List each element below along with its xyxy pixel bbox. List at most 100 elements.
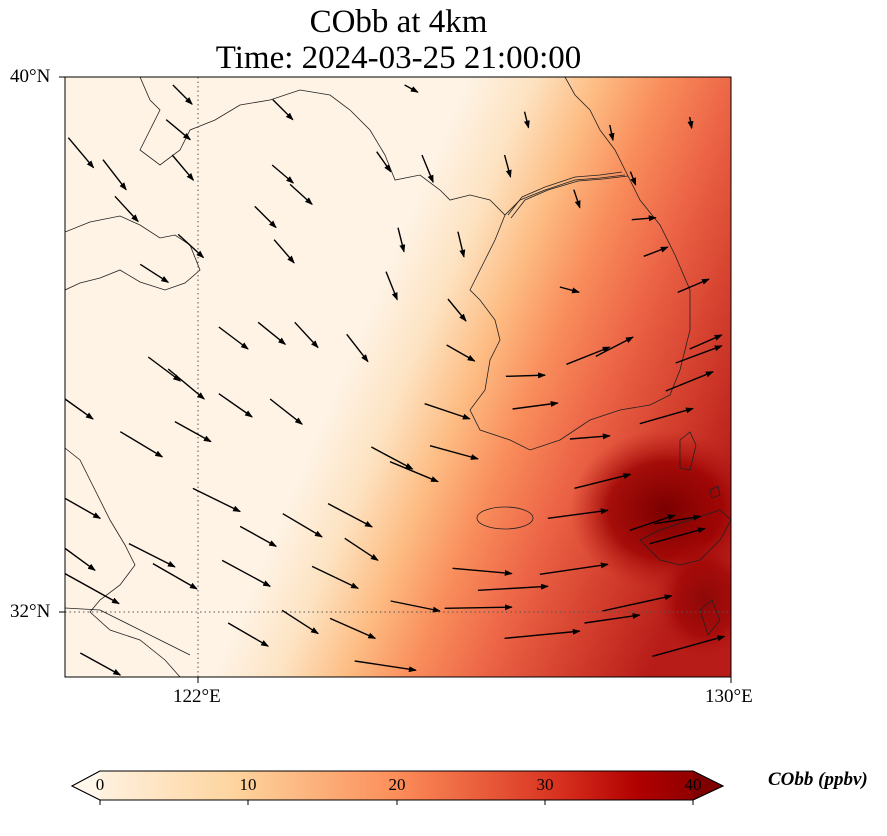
colorbar-extend-low <box>72 771 100 800</box>
wind-arrow <box>119 431 164 458</box>
wind-arrow <box>687 116 694 130</box>
wind-arrow <box>389 461 439 483</box>
wind-arrow <box>272 99 294 121</box>
wind-arrow <box>221 559 272 587</box>
wind-arrow <box>569 433 611 440</box>
wind-arrow <box>254 205 277 229</box>
wind-arrow <box>505 372 547 379</box>
wind-arrow <box>602 594 673 612</box>
wind-arrow <box>172 84 193 105</box>
wind-arrow <box>273 239 295 264</box>
wind-arrow <box>429 444 479 460</box>
gridlines <box>65 77 731 677</box>
wind-arrow <box>128 543 176 568</box>
wind-arrow <box>102 159 127 191</box>
wind-arrow <box>218 393 253 418</box>
wind-arrow <box>573 189 581 209</box>
cobb-field <box>65 77 731 677</box>
wind-arrow <box>376 151 392 173</box>
wind-arrow <box>654 514 702 525</box>
wind-arrow <box>390 600 441 613</box>
wind-arrow <box>547 508 609 520</box>
wind-arrow <box>574 473 632 490</box>
wind-arrow <box>643 246 669 257</box>
wind-arrow <box>147 356 182 382</box>
wind-arrow <box>65 398 94 420</box>
wind-arrow <box>65 573 120 605</box>
colorbar-tick-0: 0 <box>95 775 105 794</box>
wind-vectors <box>65 84 726 676</box>
wind-arrow <box>503 154 512 178</box>
wind-arrow <box>346 333 369 363</box>
plot-frame <box>64 76 732 678</box>
colorbar-label: CObb (ppbv) <box>768 769 868 790</box>
wind-arrow <box>174 421 212 443</box>
wind-arrow <box>171 154 195 181</box>
lat-label-40: 40°N <box>10 66 51 87</box>
wind-arrow <box>566 346 611 365</box>
wind-arrow <box>257 321 287 345</box>
wind-arrow <box>65 497 102 519</box>
wind-arrow <box>165 119 192 141</box>
wind-arrow <box>239 525 278 547</box>
wind-arrow <box>639 407 694 425</box>
wind-arrow <box>559 286 581 294</box>
wind-arrow <box>67 137 95 169</box>
wind-arrow <box>629 514 676 531</box>
wind-arrow <box>294 321 319 349</box>
wind-arrow <box>477 583 549 592</box>
wind-arrow <box>218 326 249 350</box>
wind-arrow <box>512 400 559 410</box>
wind-arrow <box>227 622 270 647</box>
wind-arrow <box>192 487 241 513</box>
wind-arrow <box>649 527 706 545</box>
wind-arrow <box>79 652 122 676</box>
wind-arrow <box>114 195 139 223</box>
wind-arrow <box>447 298 467 322</box>
wind-arrow <box>523 111 530 129</box>
wind-arrow <box>289 183 313 206</box>
wind-arrow <box>595 336 634 357</box>
lon-label-130: 130°E <box>705 686 753 707</box>
colorbar-tick-10: 10 <box>239 775 257 794</box>
wind-arrow <box>139 263 170 283</box>
colorbar-tick-40: 40 <box>684 775 702 794</box>
wind-arrow <box>584 613 641 624</box>
wind-arrow <box>629 171 637 186</box>
colorbar-tick-30: 30 <box>536 775 554 794</box>
wind-arrow <box>677 278 710 293</box>
chart-title-line2: Time: 2024-03-25 21:00:00 <box>215 40 582 76</box>
coastlines <box>65 77 731 677</box>
wind-arrow <box>452 567 513 576</box>
wind-arrow <box>354 660 417 673</box>
wind-arrow <box>371 446 414 470</box>
lat-label-32: 32°N <box>10 601 51 622</box>
wind-arrow <box>504 628 581 640</box>
wind-arrow <box>152 563 198 590</box>
wind-arrow <box>311 565 359 589</box>
wind-arrow <box>421 154 434 184</box>
colorbar <box>70 770 725 805</box>
wind-arrow <box>689 334 723 350</box>
chart-title-line1: CObb at 4km <box>309 4 488 40</box>
wind-arrow <box>269 398 303 425</box>
plot-area <box>65 77 731 677</box>
wind-arrow <box>424 403 471 420</box>
wind-arrow <box>65 547 96 571</box>
wind-arrow <box>271 164 295 184</box>
lon-label-122: 122°E <box>173 686 221 707</box>
wind-arrow <box>446 344 476 362</box>
wind-arrow <box>329 617 377 639</box>
wind-arrow <box>167 368 205 400</box>
wind-arrow <box>665 371 714 392</box>
wind-arrow <box>177 233 205 259</box>
wind-arrow <box>385 271 398 301</box>
wind-arrow <box>327 503 373 528</box>
wind-arrow <box>444 604 513 611</box>
wind-arrow <box>397 227 406 253</box>
wind-arrow <box>539 562 609 576</box>
wind-arrow <box>404 84 419 93</box>
colorbar-extend-high <box>693 771 723 800</box>
wind-arrow <box>282 513 323 538</box>
